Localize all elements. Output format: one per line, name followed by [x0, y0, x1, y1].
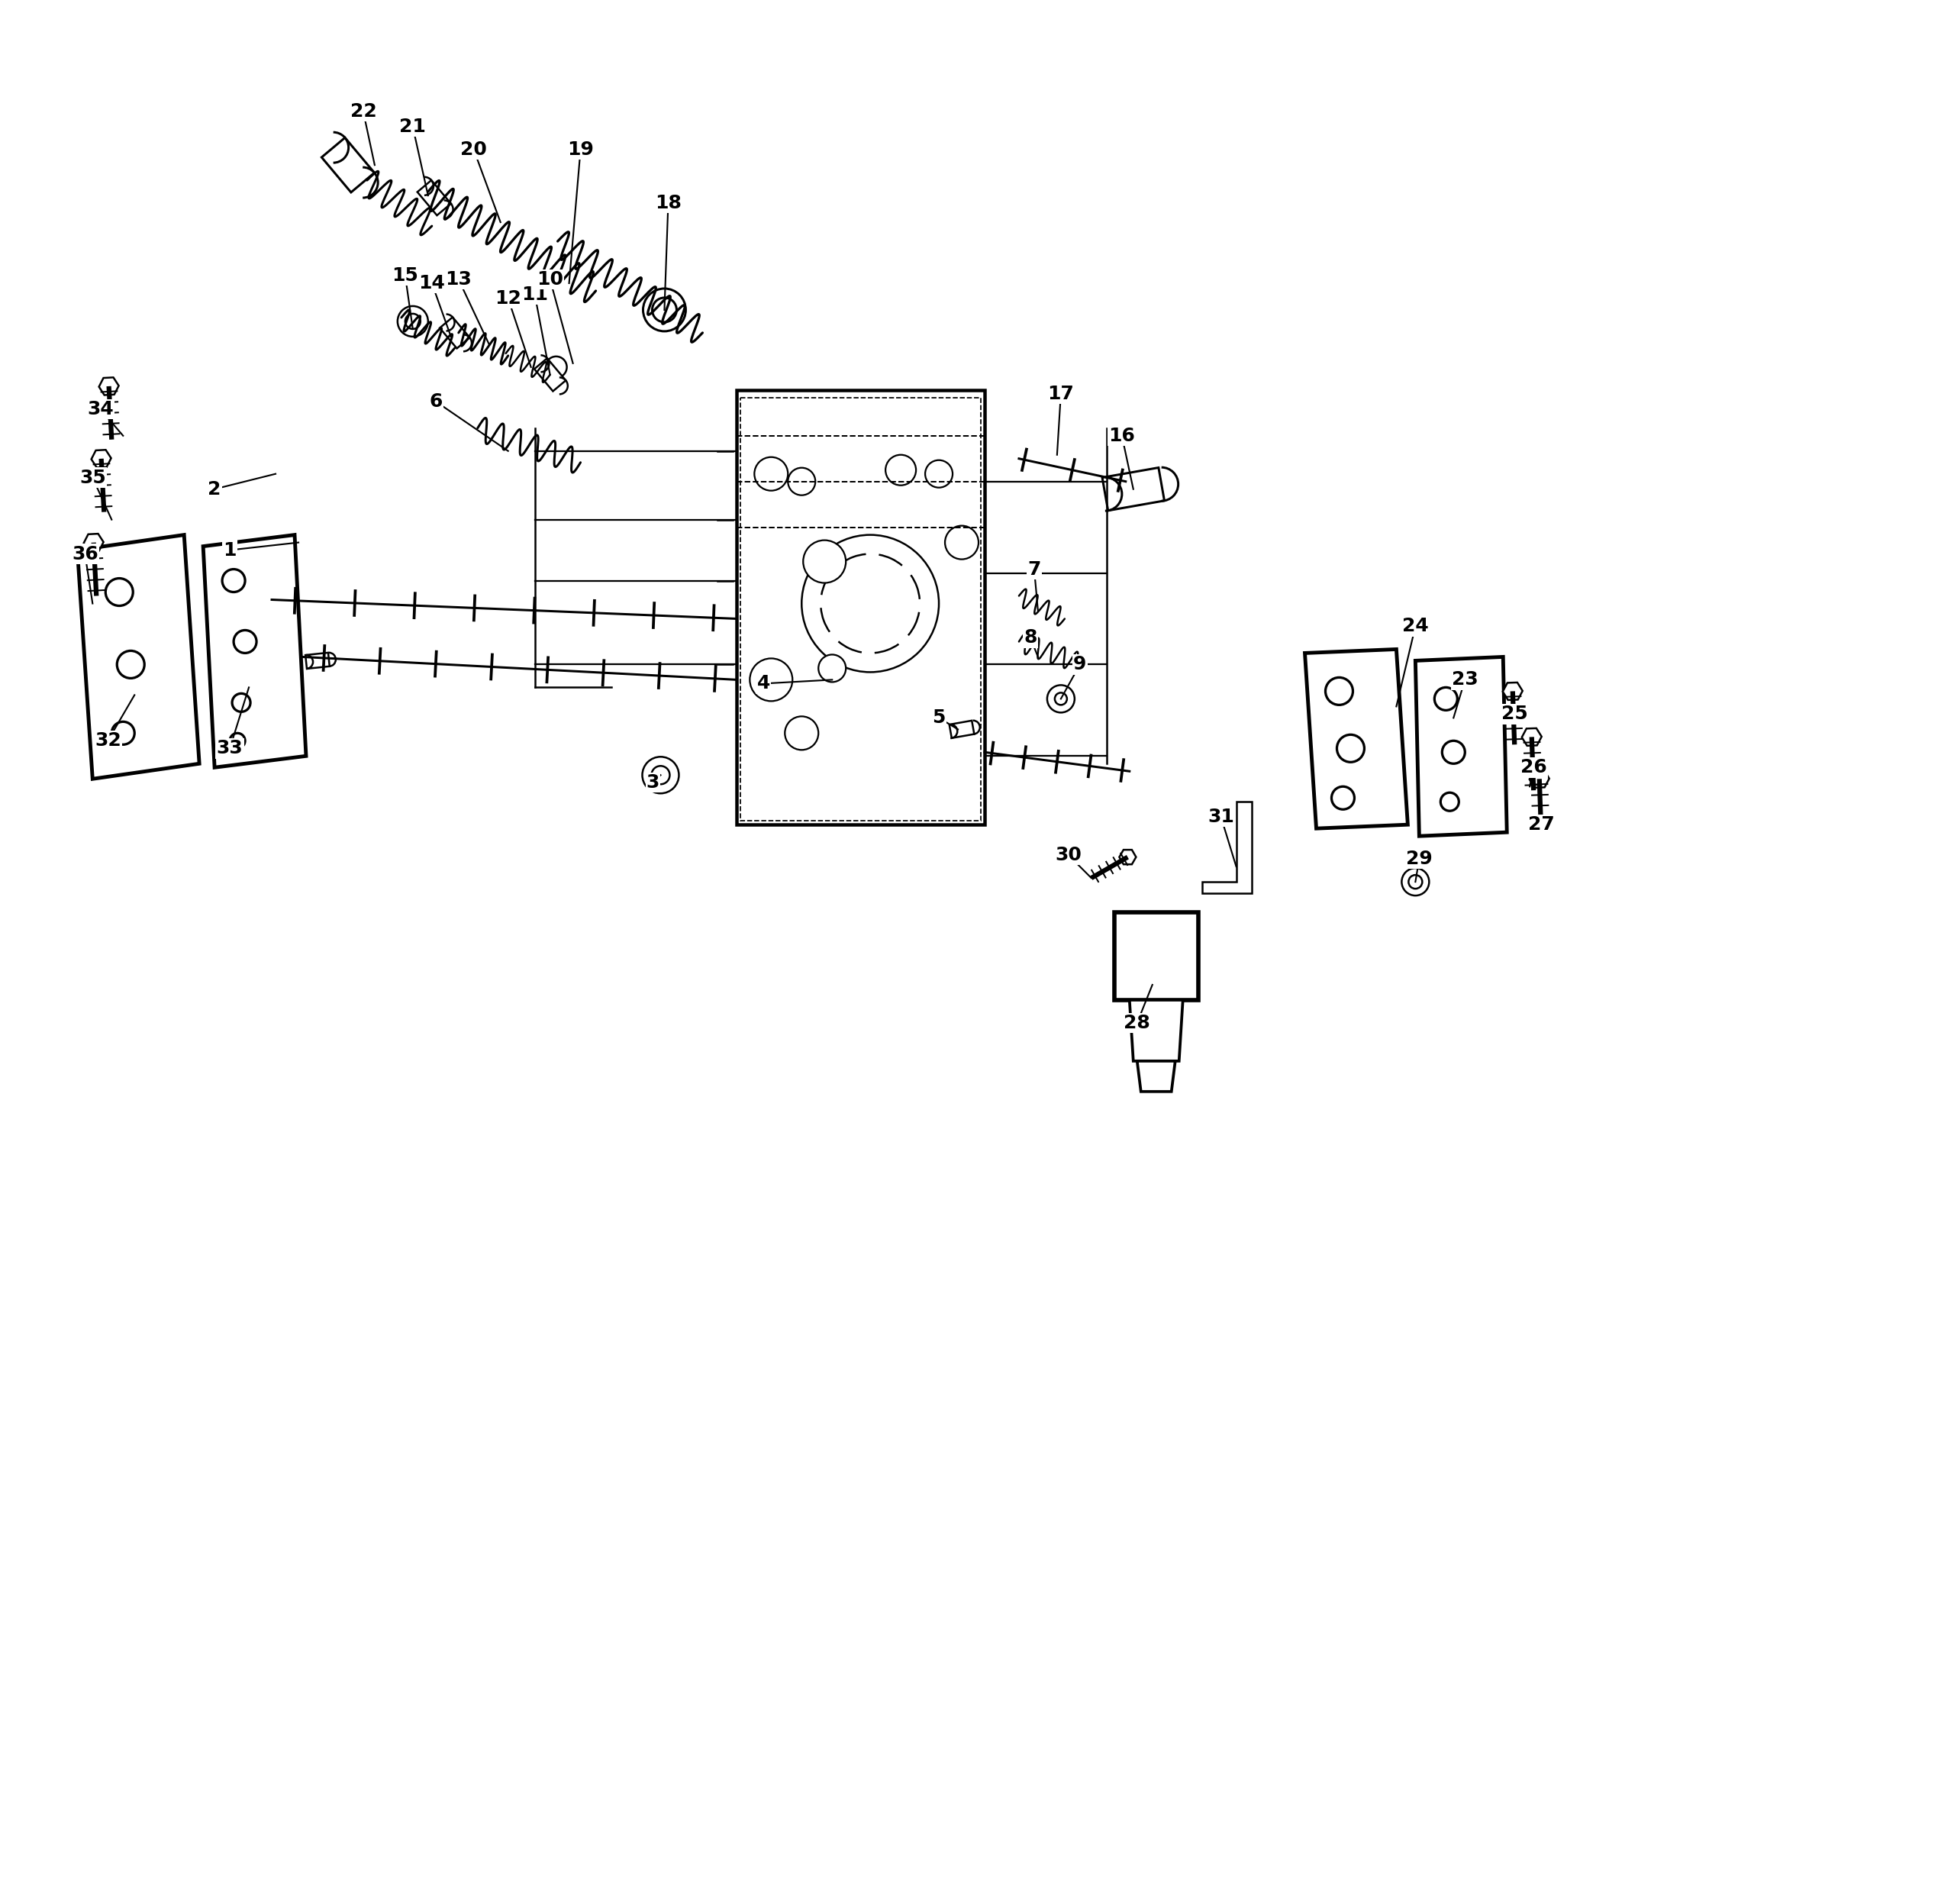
Polygon shape [440, 318, 469, 348]
Polygon shape [1137, 1061, 1174, 1091]
Polygon shape [950, 720, 975, 739]
Polygon shape [78, 535, 199, 779]
Polygon shape [1202, 802, 1251, 893]
Text: 15: 15 [393, 267, 418, 286]
Text: 25: 25 [1501, 704, 1528, 724]
Circle shape [1331, 786, 1354, 809]
Circle shape [545, 356, 567, 377]
Circle shape [234, 630, 256, 653]
Circle shape [1434, 687, 1458, 710]
Circle shape [754, 457, 787, 491]
Polygon shape [1102, 468, 1165, 510]
Text: 11: 11 [522, 286, 549, 305]
Text: 33: 33 [217, 739, 242, 758]
Text: 21: 21 [399, 118, 426, 135]
Text: 30: 30 [1055, 845, 1083, 864]
Text: 22: 22 [350, 103, 377, 120]
Circle shape [223, 569, 244, 592]
Circle shape [117, 651, 145, 678]
Text: 23: 23 [1452, 670, 1479, 689]
Circle shape [1055, 693, 1067, 704]
Text: 12: 12 [494, 289, 522, 308]
Polygon shape [1120, 849, 1135, 864]
Text: 17: 17 [1047, 385, 1075, 404]
Text: 1: 1 [223, 541, 236, 560]
Text: 26: 26 [1520, 758, 1548, 777]
Polygon shape [1305, 649, 1407, 828]
Polygon shape [203, 535, 307, 767]
Polygon shape [1129, 1000, 1182, 1061]
Circle shape [233, 693, 250, 712]
Text: 31: 31 [1208, 807, 1235, 826]
Circle shape [1325, 678, 1352, 704]
Text: 9: 9 [1073, 655, 1086, 674]
Text: 13: 13 [446, 270, 471, 289]
Polygon shape [92, 449, 111, 468]
Circle shape [1337, 735, 1364, 762]
Polygon shape [84, 533, 104, 552]
Circle shape [231, 733, 244, 748]
Text: 2: 2 [207, 480, 221, 499]
Circle shape [404, 314, 420, 329]
Text: 19: 19 [567, 141, 594, 158]
Text: 18: 18 [655, 194, 682, 213]
Circle shape [819, 655, 846, 682]
Text: 29: 29 [1407, 849, 1432, 868]
Polygon shape [1415, 657, 1507, 836]
Circle shape [786, 716, 819, 750]
Text: 10: 10 [537, 270, 563, 289]
Polygon shape [1522, 727, 1542, 746]
Circle shape [1401, 868, 1428, 895]
Circle shape [111, 722, 135, 744]
Circle shape [885, 455, 916, 486]
Circle shape [787, 468, 815, 495]
Circle shape [1442, 741, 1466, 764]
Text: 6: 6 [430, 392, 442, 411]
Polygon shape [418, 181, 451, 215]
Text: 5: 5 [932, 708, 946, 727]
Circle shape [643, 289, 686, 331]
Circle shape [106, 579, 133, 605]
Text: 16: 16 [1108, 426, 1135, 446]
Text: 8: 8 [1024, 628, 1038, 647]
Polygon shape [737, 390, 985, 824]
Polygon shape [305, 653, 330, 668]
Text: 36: 36 [72, 545, 98, 564]
Text: 7: 7 [1028, 560, 1041, 579]
Polygon shape [1530, 771, 1550, 788]
Circle shape [653, 297, 676, 322]
Polygon shape [100, 377, 119, 394]
Text: 28: 28 [1124, 1013, 1151, 1032]
Circle shape [1440, 792, 1460, 811]
Circle shape [946, 526, 979, 560]
Text: 24: 24 [1403, 617, 1428, 636]
Polygon shape [1114, 912, 1198, 1000]
Polygon shape [533, 358, 567, 390]
Polygon shape [322, 137, 375, 192]
Circle shape [750, 659, 793, 701]
Circle shape [924, 461, 954, 487]
Circle shape [1409, 876, 1423, 889]
Text: 20: 20 [461, 141, 487, 158]
Text: 4: 4 [756, 674, 770, 693]
Circle shape [397, 307, 428, 337]
Polygon shape [1503, 682, 1522, 701]
Circle shape [1047, 685, 1075, 712]
Circle shape [801, 535, 938, 672]
Text: 32: 32 [94, 731, 121, 750]
Text: 14: 14 [418, 274, 446, 293]
Text: 3: 3 [647, 773, 660, 792]
Text: 35: 35 [80, 468, 106, 487]
Circle shape [643, 756, 678, 794]
Text: 27: 27 [1528, 815, 1555, 834]
Text: 34: 34 [86, 400, 113, 419]
Circle shape [651, 765, 670, 784]
Circle shape [803, 541, 846, 583]
